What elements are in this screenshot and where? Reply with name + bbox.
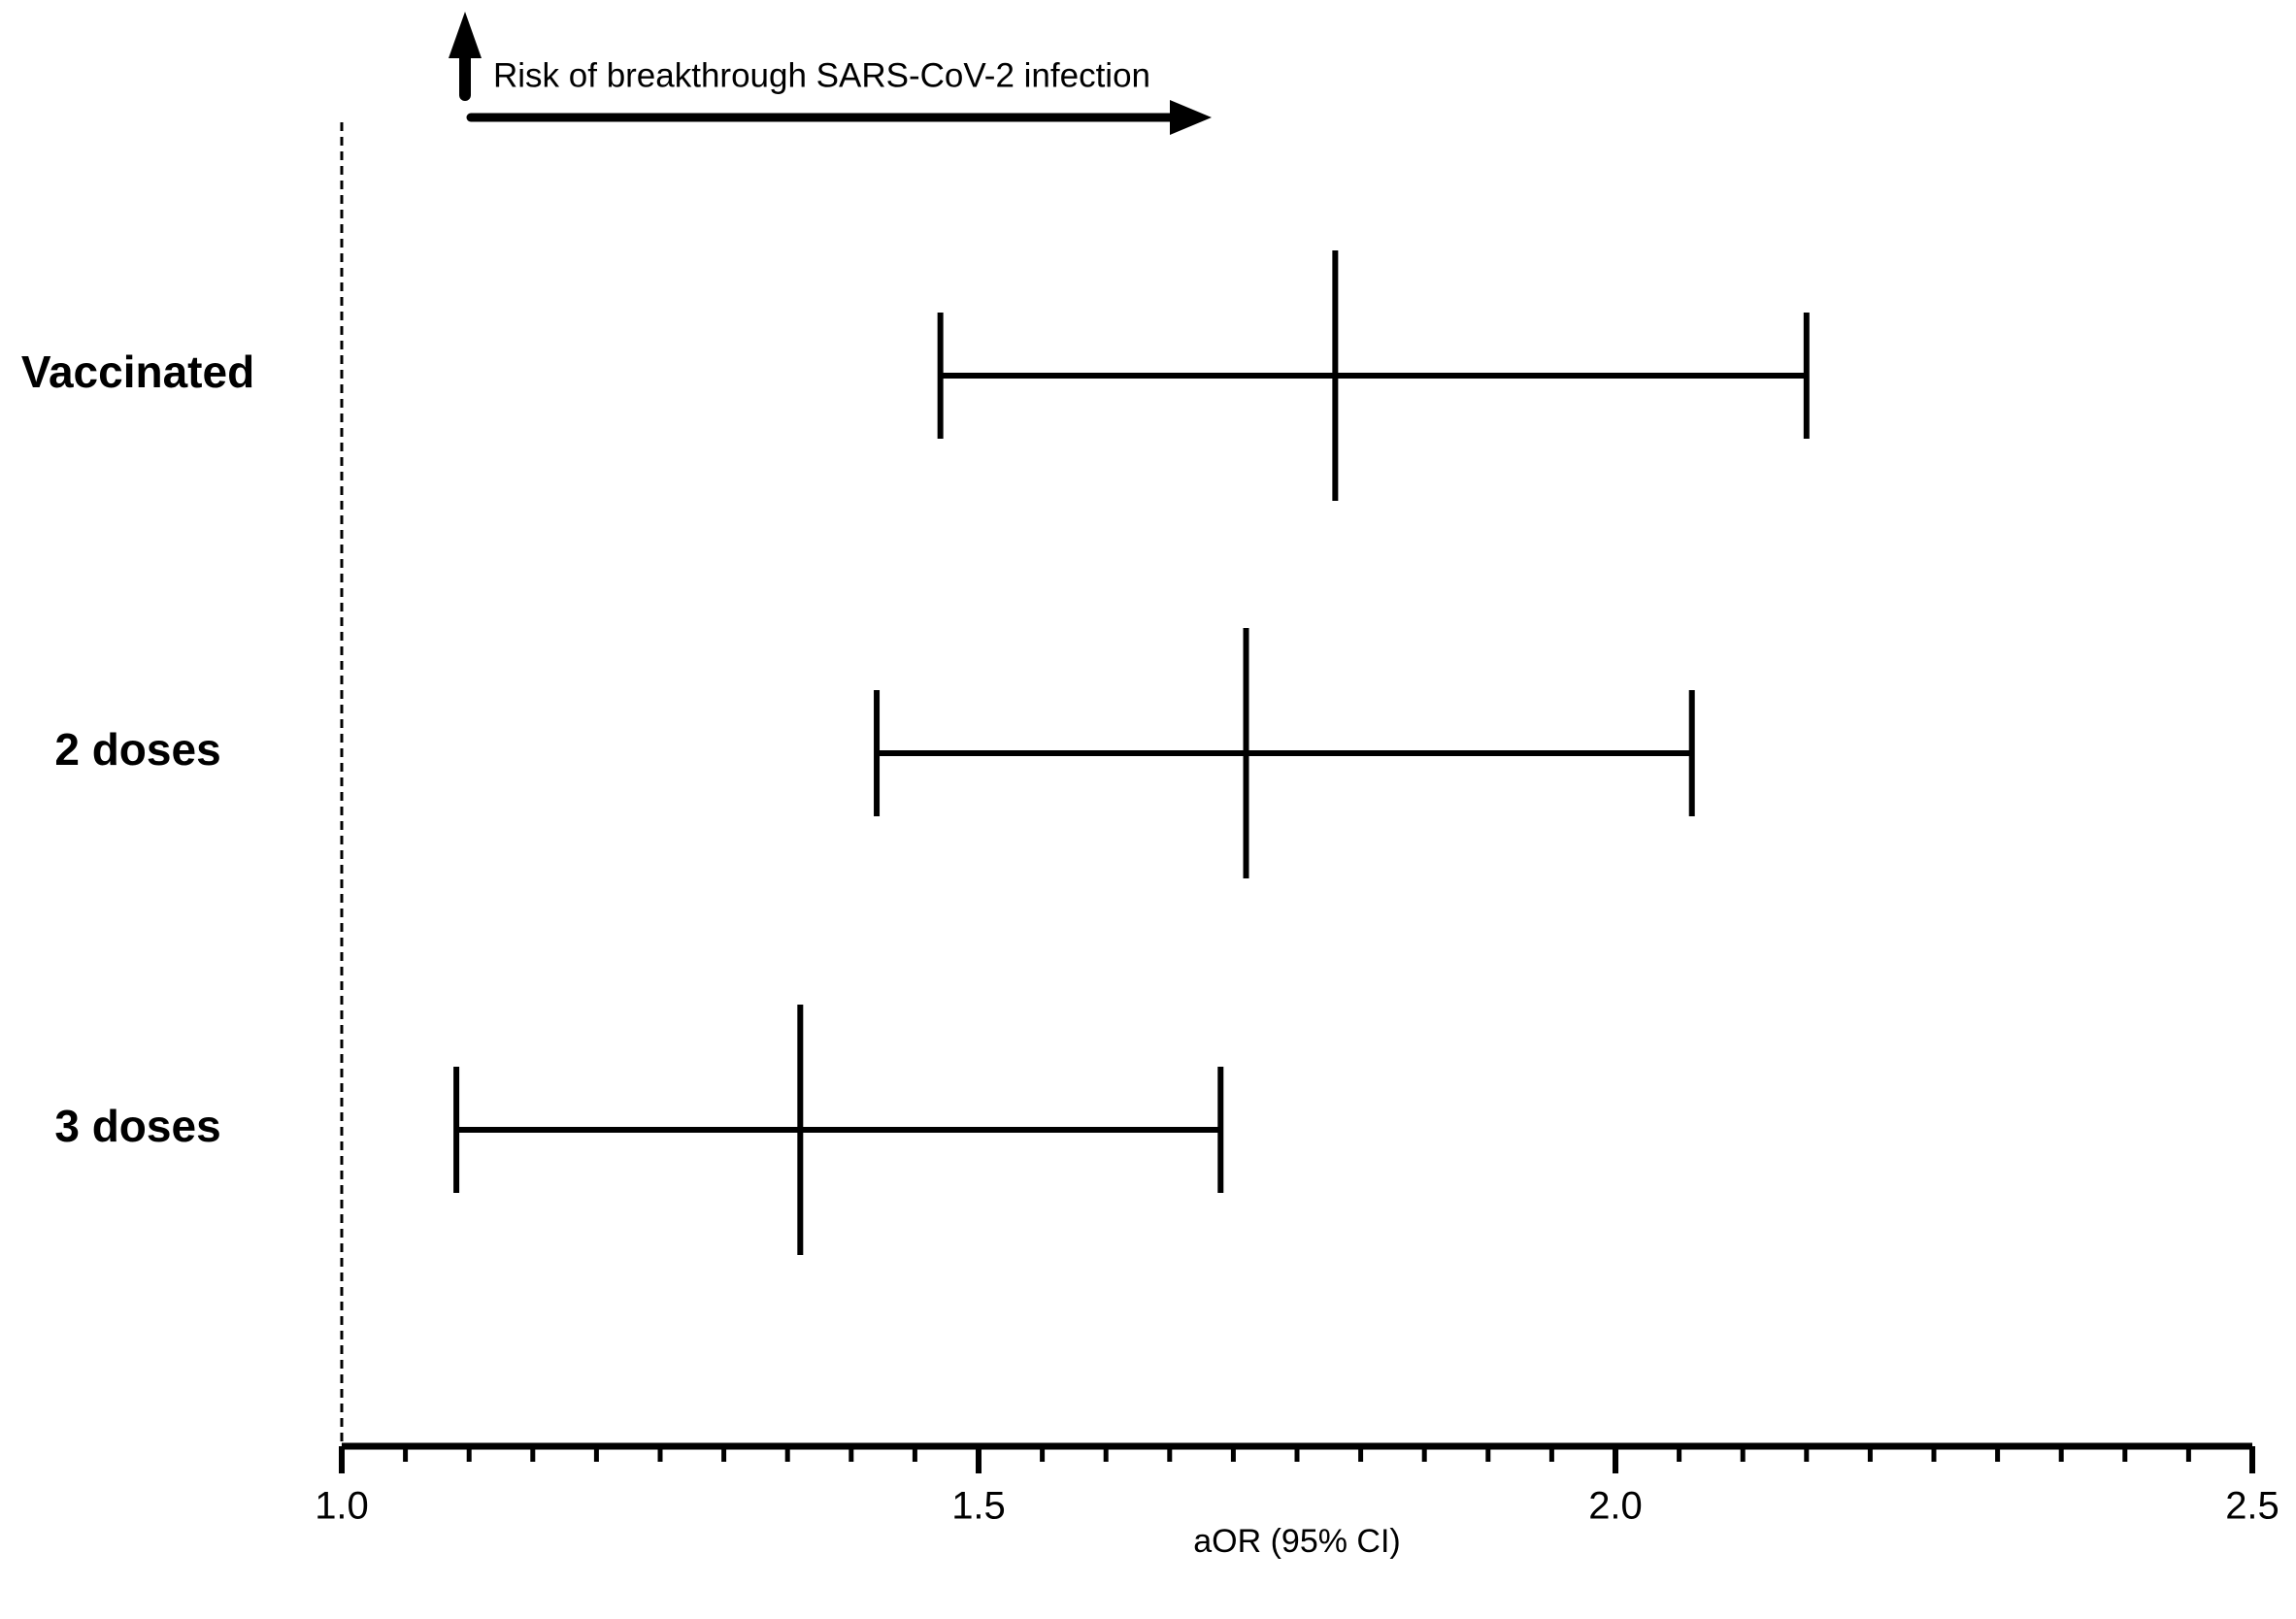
category-label: Vaccinated <box>21 347 254 397</box>
x-tick-label: 2.5 <box>2225 1485 2279 1528</box>
category-label: 2 doses <box>54 724 220 775</box>
x-tick-label: 2.0 <box>1588 1485 1643 1528</box>
category-label: 3 doses <box>54 1101 220 1151</box>
x-tick-label: 1.5 <box>951 1485 1006 1528</box>
annotation: Risk of breakthrough SARS-CoV-2 infectio… <box>493 56 1150 94</box>
x-axis-label: aOR (95% CI) <box>1193 1523 1401 1560</box>
x-tick-label: 1.0 <box>315 1485 369 1528</box>
risk-arrow <box>449 12 1212 135</box>
